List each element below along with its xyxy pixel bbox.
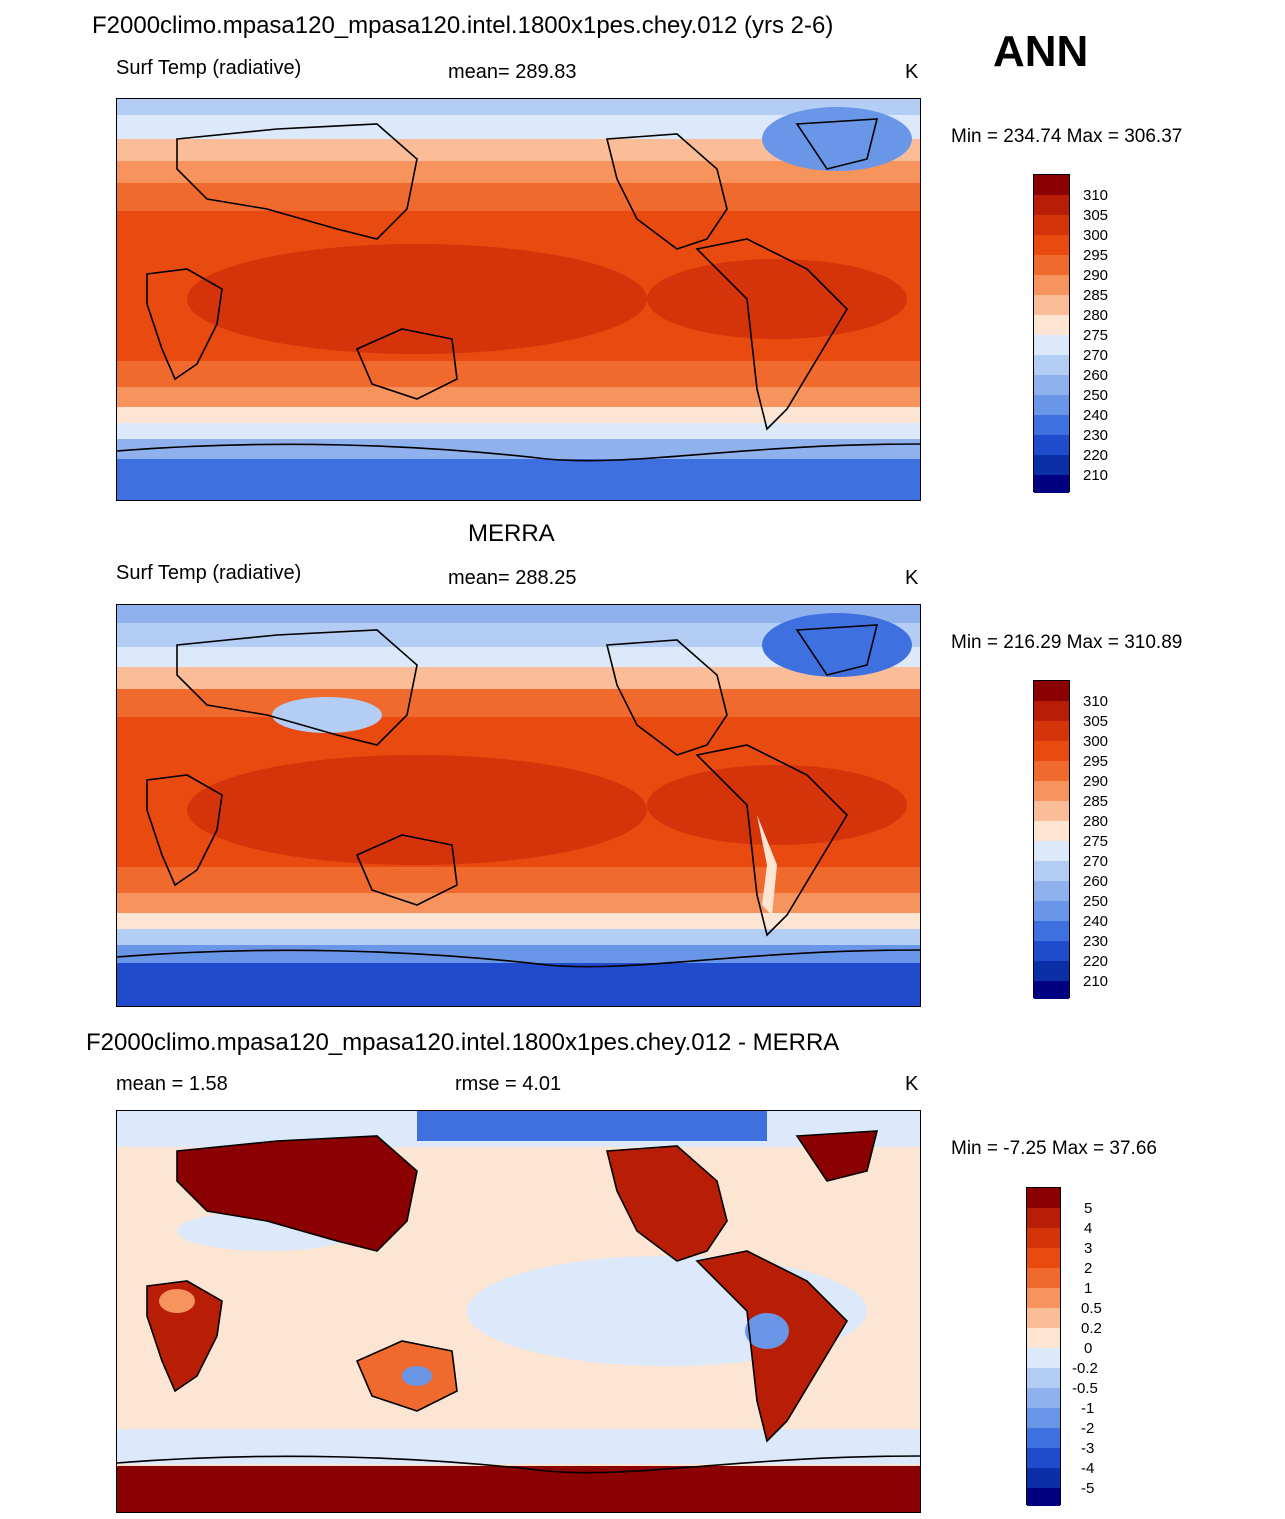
colorbar-obs-tick: 270 (1083, 853, 1109, 870)
panel-mean-diff: mean = 1.58 (116, 1073, 228, 1095)
map-obs (116, 604, 921, 1007)
colorbar-model-tick: 300 (1083, 227, 1109, 244)
colorbar-model: 310 305 300 295 290 285 280 275 270 260 … (1033, 174, 1128, 493)
colorbar-obs-tick: 295 (1083, 753, 1109, 770)
colorbar-diff-tick: -3 (1081, 1440, 1095, 1457)
colorbar-obs-tick: 305 (1083, 713, 1109, 730)
colorbar-model-tick: 295 (1083, 247, 1109, 264)
colorbar-obs-tick: 210 (1083, 973, 1109, 990)
colorbar-obs-tick: 290 (1083, 773, 1109, 790)
map-obs-graphic (117, 605, 920, 1006)
colorbar-model-tick: 260 (1083, 367, 1109, 384)
panel-units-obs: K (905, 567, 919, 589)
colorbar-model-tick: 305 (1083, 207, 1109, 224)
colorbar-model-tick: 285 (1083, 287, 1109, 304)
panel-title-model: F2000climo.mpasa120_mpasa120.intel.1800x… (92, 12, 834, 39)
colorbar-model-tick: 270 (1083, 347, 1109, 364)
colorbar-model-tick: 250 (1083, 387, 1109, 404)
panel-minmax-diff: Min = -7.25 Max = 37.66 (951, 1138, 1157, 1159)
colorbar-model-swatches (1033, 174, 1070, 493)
panel-minmax-obs: Min = 216.29 Max = 310.89 (951, 632, 1183, 653)
colorbar-model-tick: 220 (1083, 447, 1109, 464)
colorbar-model-tick: 240 (1083, 407, 1109, 424)
colorbar-diff-tick: 5 (1084, 1200, 1093, 1217)
season-label: ANN (993, 27, 1089, 76)
colorbar-diff-tick: -0.2 (1072, 1360, 1098, 1377)
colorbar-diff-tick: 4 (1084, 1220, 1093, 1237)
colorbar-diff-tick: 2 (1084, 1260, 1093, 1277)
map-diff-graphic (117, 1111, 920, 1512)
colorbar-obs-tick: 275 (1083, 833, 1109, 850)
colorbar-obs-tick: 230 (1083, 933, 1109, 950)
colorbar-model-tick: 290 (1083, 267, 1109, 284)
colorbar-obs-tick: 240 (1083, 913, 1109, 930)
colorbar-diff-tick: 0.5 (1081, 1300, 1102, 1317)
colorbar-model-tick: 310 (1083, 187, 1109, 204)
colorbar-diff-swatches (1026, 1187, 1061, 1506)
colorbar-diff-tick: -0.5 (1072, 1380, 1098, 1397)
panel-units-model: K (905, 61, 919, 83)
panel-mean-obs: mean= 288.25 (448, 567, 577, 589)
colorbar-diff-tick: -5 (1081, 1480, 1095, 1497)
colorbar-obs-tick: 220 (1083, 953, 1109, 970)
panel-left-label-obs: Surf Temp (radiative) (116, 562, 302, 584)
map-model-graphic (117, 99, 920, 500)
colorbar-diff-tick: 0.2 (1081, 1320, 1102, 1337)
colorbar-diff: 5 4 3 2 1 0.5 0.2 0 -0.2 -0.5 -1 -2 -3 -… (1026, 1187, 1128, 1506)
colorbar-model-tick: 210 (1083, 467, 1109, 484)
colorbar-obs-tick: 310 (1083, 693, 1109, 710)
colorbar-diff-tick: -1 (1081, 1400, 1095, 1417)
panel-rmse-diff: rmse = 4.01 (455, 1073, 562, 1095)
map-diff (116, 1110, 921, 1513)
colorbar-diff-tick: 0 (1084, 1340, 1093, 1357)
colorbar-model-tick: 280 (1083, 307, 1109, 324)
colorbar-diff-tick: 3 (1084, 1240, 1093, 1257)
colorbar-obs-tick: 300 (1083, 733, 1109, 750)
colorbar-diff-tick: -4 (1081, 1460, 1095, 1477)
panel-mean-model: mean= 289.83 (448, 61, 577, 83)
colorbar-obs-swatches (1033, 680, 1070, 999)
colorbar-diff-tick: -2 (1081, 1420, 1095, 1437)
panel-minmax-model: Min = 234.74 Max = 306.37 (951, 126, 1183, 147)
colorbar-obs: 310 305 300 295 290 285 280 275 270 260 … (1033, 680, 1128, 999)
panel-title-diff: F2000climo.mpasa120_mpasa120.intel.1800x… (86, 1029, 840, 1056)
map-model (116, 98, 921, 501)
panel-title-obs: MERRA (468, 520, 555, 547)
colorbar-model-tick: 275 (1083, 327, 1109, 344)
colorbar-obs-tick: 260 (1083, 873, 1109, 890)
panel-units-diff: K (905, 1073, 919, 1095)
colorbar-obs-tick: 285 (1083, 793, 1109, 810)
colorbar-obs-tick: 250 (1083, 893, 1109, 910)
colorbar-obs-tick: 280 (1083, 813, 1109, 830)
colorbar-model-tick: 230 (1083, 427, 1109, 444)
panel-left-label-model: Surf Temp (radiative) (116, 57, 302, 79)
colorbar-diff-tick: 1 (1084, 1280, 1093, 1297)
